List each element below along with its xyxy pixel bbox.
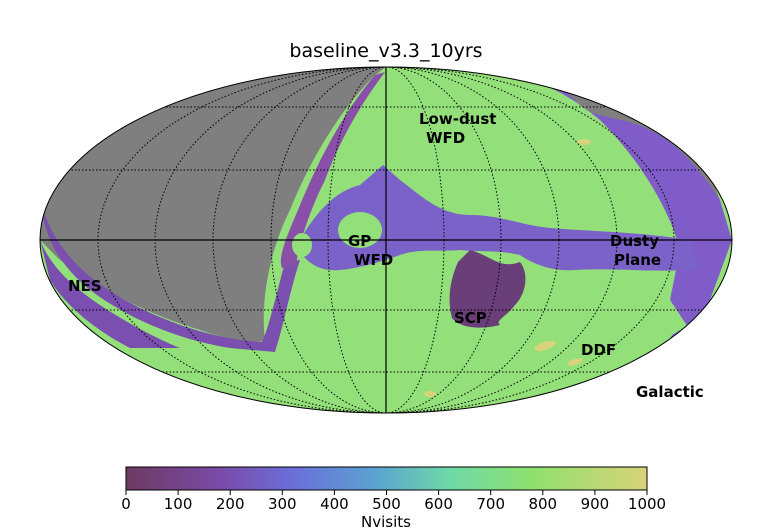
colorbar-tick-label: 300 — [268, 495, 297, 513]
colorbar-tick-label: 200 — [216, 495, 245, 513]
label-low-dust: Low-dust — [419, 110, 496, 128]
colorbar-tick-label: 1000 — [628, 495, 666, 513]
colorbar-tick-label: 800 — [528, 495, 557, 513]
map-axes — [40, 67, 732, 413]
colorbar: 0 100 200 300 400 500 600 700 800 900 1000 Nvisits — [121, 466, 666, 530]
galactic-plane-band — [300, 165, 700, 271]
colorbar-tick-label: 700 — [476, 495, 505, 513]
label-nes: NES — [68, 277, 102, 295]
label-gp-wfd: WFD — [354, 251, 393, 269]
label-dusty-plane: Plane — [614, 251, 661, 269]
map-title: baseline_v3.3_10yrs — [289, 40, 482, 62]
outside-footprint-left — [40, 67, 386, 342]
label-galactic: Galactic — [636, 383, 704, 401]
colorbar-tick-label: 900 — [581, 495, 610, 513]
edge-band-bottom-right — [600, 330, 680, 395]
label-ddf: DDF — [581, 341, 616, 359]
nes-band — [40, 200, 300, 352]
gp-inner-mid — [338, 212, 382, 248]
colorbar-label: Nvisits — [361, 513, 411, 530]
colorbar-tick-label: 100 — [164, 495, 193, 513]
colorbar-tick-label: 500 — [372, 495, 401, 513]
footprint-edge-left — [280, 72, 385, 268]
ddf-patch-2 — [567, 358, 583, 366]
gp-inner-left — [292, 233, 312, 257]
label-low-dust-wfd: WFD — [426, 129, 465, 147]
nes-left-edge — [40, 240, 180, 348]
colorbar-tick-label: 600 — [424, 495, 453, 513]
colorbar-gradient — [125, 466, 648, 491]
colorbar-ticks: 0 100 200 300 400 500 600 700 800 900 1000 — [121, 490, 666, 513]
colorbar-tick-label: 400 — [320, 495, 349, 513]
ddf-patch-4 — [424, 391, 436, 397]
label-scp: SCP — [454, 309, 487, 327]
colorbar-tick-label: 0 — [121, 495, 131, 513]
ddf-patch-1 — [534, 340, 556, 352]
scp-region — [449, 250, 526, 328]
ddf-patch-3 — [577, 139, 591, 145]
map-outline — [39, 66, 733, 414]
label-gp: GP — [348, 232, 371, 250]
label-dusty: Dusty — [610, 232, 659, 250]
